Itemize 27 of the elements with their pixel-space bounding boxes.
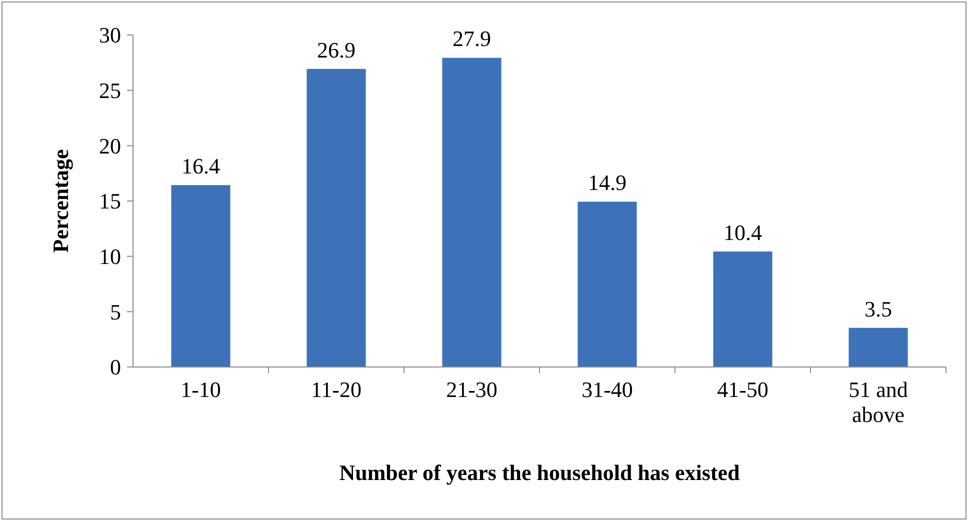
y-axis-title: Percentage <box>48 149 73 253</box>
data-label: 3.5 <box>864 296 892 322</box>
x-tick-label: 1-10 <box>180 377 221 402</box>
x-tick-label: 21-30 <box>446 377 498 402</box>
bar <box>442 58 502 368</box>
data-label: 27.9 <box>452 26 491 52</box>
data-label: 26.9 <box>317 37 356 62</box>
bar <box>578 202 637 368</box>
y-tick-label: 20 <box>99 133 121 158</box>
y-tick-label: 5 <box>110 299 121 324</box>
x-tick-label: 51 and above <box>848 377 908 427</box>
y-tick-label: 0 <box>110 354 121 380</box>
y-tick-label: 10 <box>99 244 121 270</box>
y-tick-label: 15 <box>99 188 121 214</box>
data-label: 14.9 <box>588 170 626 196</box>
data-label: 10.4 <box>724 220 762 245</box>
x-tick-label: 41-50 <box>717 377 768 402</box>
x-tick-label: 11-20 <box>310 377 362 402</box>
bar <box>306 68 366 368</box>
y-tick-label: 25 <box>99 78 121 104</box>
bar <box>848 328 908 368</box>
data-label: 16.4 <box>182 154 220 179</box>
x-axis-title: Number of years the household has existed <box>339 460 740 485</box>
bar <box>171 185 230 368</box>
y-tick-label: 30 <box>99 22 121 48</box>
x-tick-label: 31-40 <box>582 377 633 402</box>
bar <box>713 252 772 368</box>
